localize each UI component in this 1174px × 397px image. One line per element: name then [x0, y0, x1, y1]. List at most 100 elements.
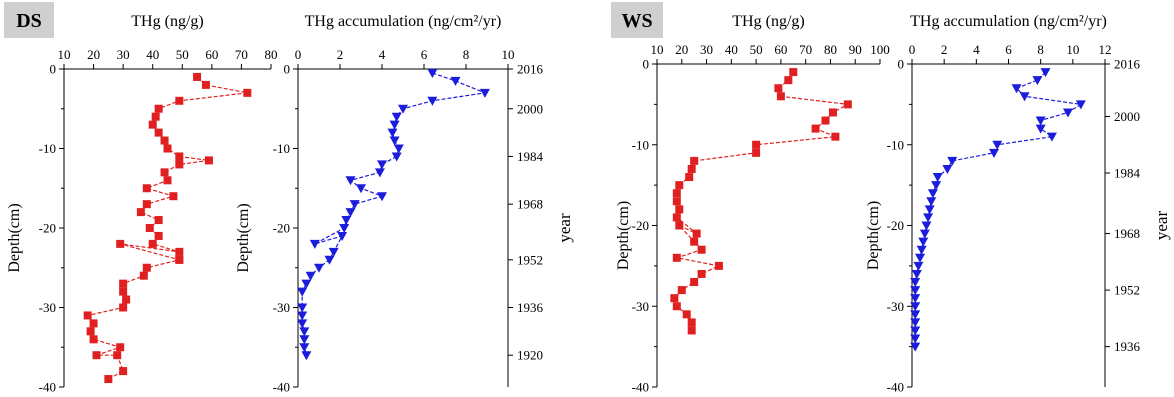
data-point — [675, 205, 684, 214]
data-point — [910, 318, 921, 328]
y-tick-label: 0 — [643, 57, 650, 72]
data-point — [119, 303, 128, 312]
y-tick-label: 0 — [50, 62, 57, 77]
y-tick-label: -30 — [273, 300, 290, 315]
y-tick-label: -20 — [273, 221, 290, 236]
data-point — [672, 197, 681, 206]
year-tick-label: 1968 — [517, 197, 543, 212]
data-point — [175, 255, 184, 264]
data-point — [301, 279, 312, 289]
x-tick-label: 8 — [1037, 42, 1044, 57]
data-point — [139, 271, 148, 280]
data-point — [427, 68, 438, 78]
data-point — [752, 140, 761, 149]
data-point — [201, 80, 210, 89]
panel-title: THg (ng/g) — [131, 13, 203, 30]
data-point — [789, 68, 798, 77]
data-point — [811, 124, 820, 133]
y-tick-label: -10 — [887, 137, 904, 152]
data-point — [1019, 92, 1030, 102]
data-point — [942, 164, 953, 174]
y-axis-label: Depth(cm) — [235, 203, 252, 272]
data-point — [154, 128, 163, 137]
data-point — [697, 269, 706, 278]
data-point — [175, 96, 184, 105]
x-tick-label: 10 — [1066, 42, 1079, 57]
data-point — [89, 319, 98, 328]
data-point — [356, 184, 366, 194]
data-point — [776, 92, 785, 101]
data-point — [672, 253, 681, 262]
data-point — [828, 108, 837, 117]
data-point — [919, 229, 930, 239]
data-point — [821, 116, 830, 125]
panel-ws-thg-accumulation: 0 2 4 6 8 10 12 0 -10 -20 -30 -40 2016 2000 1984 1968 19… — [865, 13, 1171, 395]
data-point — [843, 100, 852, 109]
x-tick-label: 2 — [941, 42, 948, 57]
data-point — [349, 200, 360, 210]
data-point — [690, 237, 699, 246]
data-point — [163, 144, 172, 153]
year-tick-label: 2016 — [517, 62, 544, 77]
data-point — [714, 261, 723, 270]
x-tick-label: 8 — [463, 47, 470, 62]
data-point — [911, 269, 922, 279]
data-point — [160, 136, 169, 145]
series-line — [914, 71, 1083, 347]
data-point — [992, 140, 1003, 150]
data-point — [204, 156, 213, 165]
data-point — [297, 311, 308, 321]
data-point — [374, 168, 385, 178]
site-label-ds: DS — [4, 2, 54, 38]
data-point — [142, 263, 151, 272]
y-tick-label: -30 — [39, 300, 56, 315]
data-point — [391, 152, 402, 162]
data-point — [142, 184, 151, 193]
data-point — [910, 334, 921, 344]
data-point — [672, 302, 681, 311]
x-tick-label: 10 — [502, 47, 515, 62]
data-point — [427, 96, 438, 106]
data-point — [92, 351, 101, 360]
data-point — [923, 213, 934, 223]
data-point — [387, 128, 398, 138]
x-tick-label: 0 — [295, 47, 302, 62]
data-point — [692, 229, 701, 238]
data-point — [670, 294, 679, 303]
x-tick-label: 10 — [58, 47, 71, 62]
data-point — [774, 84, 783, 93]
data-point — [989, 148, 1000, 158]
panel-ds-thg-accumulation: 0 2 4 6 8 10 0 -10 -20 -30 -40 2016 2000 1984 1968 1952… — [235, 13, 574, 395]
data-point — [299, 343, 310, 353]
year-tick-label: 1936 — [1114, 339, 1141, 354]
year-tick-label: 2000 — [517, 101, 543, 116]
data-point — [947, 156, 958, 166]
data-point — [314, 263, 324, 273]
data-point — [299, 335, 310, 345]
data-point — [1046, 132, 1057, 142]
data-point — [913, 261, 924, 271]
y-tick-label: -10 — [273, 141, 290, 156]
y-tick-label: -30 — [632, 299, 649, 314]
data-point — [377, 160, 387, 170]
y-tick-label: -40 — [39, 380, 56, 395]
x-tick-label: 4 — [973, 42, 980, 57]
data-point — [910, 286, 921, 296]
data-point — [687, 318, 696, 327]
panel-title: THg (ng/g) — [732, 13, 804, 30]
data-point — [119, 279, 128, 288]
y-tick-label: -40 — [632, 380, 649, 395]
data-point — [924, 205, 935, 215]
data-point — [1032, 76, 1043, 86]
x-tick-label: 12 — [1099, 42, 1112, 57]
data-point — [389, 120, 400, 130]
data-point — [341, 216, 352, 226]
data-point — [345, 208, 356, 218]
data-point — [910, 278, 921, 288]
data-point — [910, 310, 921, 320]
data-point — [113, 351, 122, 360]
data-point — [687, 326, 696, 335]
y-tick-label: -30 — [887, 299, 904, 314]
data-point — [89, 335, 98, 344]
